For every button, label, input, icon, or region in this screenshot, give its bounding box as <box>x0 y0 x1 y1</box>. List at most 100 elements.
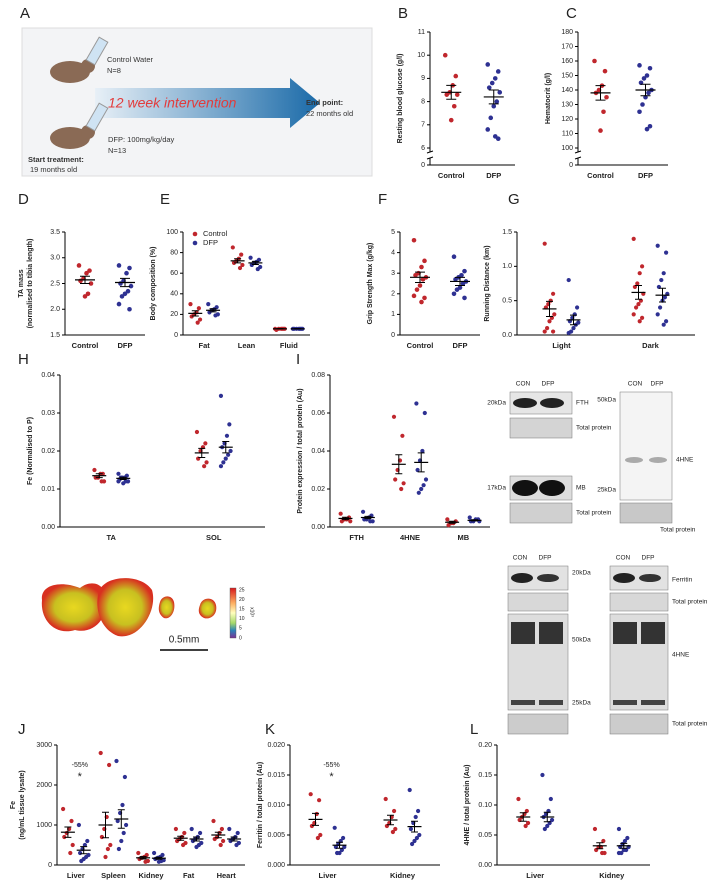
blot-label: 50kDa <box>597 397 616 404</box>
data-point <box>227 826 232 832</box>
y-tick-label: 2000 <box>36 782 52 789</box>
data-point <box>348 519 353 524</box>
panel-label: E <box>160 191 170 208</box>
data-point <box>414 401 419 406</box>
error-bar <box>209 308 217 313</box>
band <box>639 574 661 582</box>
diagram: A Control Water N=8 12 week intervention… <box>20 5 373 177</box>
blot-label: Total protein <box>672 721 708 728</box>
data-point <box>116 479 121 484</box>
blot-box <box>507 713 569 735</box>
data-point <box>635 281 640 286</box>
lane-label: CON <box>513 555 528 562</box>
diagram-text: N=13 <box>108 146 126 155</box>
y-axis-label: Hematocrit (g/l) <box>545 73 552 124</box>
x-tick-label: DFP <box>453 341 468 350</box>
data-point <box>383 796 388 802</box>
band <box>539 480 565 496</box>
legend-label: DFP <box>203 238 218 247</box>
annotation: * <box>329 771 334 783</box>
data-point <box>237 265 243 271</box>
error-bar <box>177 835 185 841</box>
data-point <box>661 271 666 276</box>
y-axis-label: Grip Strength Max (g/kg) <box>367 243 374 325</box>
data-point <box>647 123 653 129</box>
tissue-section <box>198 598 217 619</box>
data-point <box>616 826 622 832</box>
error-bar <box>336 841 343 849</box>
band <box>613 573 635 583</box>
data-point <box>548 796 553 802</box>
data-point <box>485 62 491 67</box>
x-tick-label: Heart <box>217 871 237 880</box>
data-point <box>448 117 454 123</box>
error-bar <box>155 856 163 860</box>
y-tick-label: 170 <box>561 43 573 50</box>
y-tick-label: 0 <box>174 332 178 339</box>
y-axis-label: Ferritin / total protein (Au) <box>257 762 264 848</box>
error-bar <box>635 285 642 300</box>
y-tick-label: 160 <box>561 58 573 65</box>
blot-box <box>509 417 573 439</box>
data-point <box>552 312 557 317</box>
error-bar <box>230 836 238 842</box>
data-point <box>575 305 580 310</box>
data-point <box>309 823 314 829</box>
colorbar-label: 15 <box>239 607 245 613</box>
y-tick-label: 40 <box>170 291 178 298</box>
y-tick-label: 0 <box>569 162 573 169</box>
x-tick-label: Control <box>407 341 434 350</box>
bottle <box>85 102 109 132</box>
data-point <box>542 329 547 334</box>
data-point <box>408 826 413 832</box>
band <box>537 574 559 582</box>
y-axis-label: 4HNE / total protein (Au) <box>464 765 471 846</box>
x-tick-label: Liver <box>526 871 544 880</box>
mouse <box>50 127 90 149</box>
data-point <box>416 808 421 814</box>
legend-marker <box>192 231 198 237</box>
data-point <box>489 80 495 86</box>
data-point <box>125 288 131 294</box>
data-point <box>488 115 494 121</box>
data-point <box>625 835 630 841</box>
data-point <box>460 281 466 286</box>
data-point <box>637 63 642 68</box>
data-point <box>226 452 231 457</box>
data-point <box>655 312 660 317</box>
error-bar <box>64 826 72 838</box>
data-point <box>415 467 420 473</box>
error-bar <box>543 811 551 823</box>
y-tick-label: 180 <box>561 29 573 36</box>
data-point <box>116 471 121 476</box>
lane-label: CON <box>616 555 631 562</box>
blot-label: 20kDa <box>487 400 506 407</box>
data-point <box>417 832 422 838</box>
axis-break <box>574 150 582 160</box>
scale-bar-label: 0.5mm <box>169 635 200 646</box>
error-bar <box>640 83 651 97</box>
data-point <box>69 818 74 824</box>
data-point <box>393 477 398 482</box>
x-tick-label: Liver <box>67 871 85 880</box>
data-point <box>255 266 260 272</box>
y-tick-label: 0.5 <box>502 298 512 305</box>
data-point <box>315 835 320 841</box>
data-point <box>151 850 157 856</box>
data-point <box>156 859 161 864</box>
x-tick-label: FTH <box>349 533 364 542</box>
annotation: -55% <box>72 762 88 769</box>
y-tick-label: 1000 <box>36 822 52 829</box>
data-point <box>197 830 203 836</box>
data-point <box>182 830 187 836</box>
y-axis-label: Fe (Normalised to P) <box>27 417 34 485</box>
data-point <box>419 299 424 305</box>
blot-label: Total protein <box>660 527 696 534</box>
data-point <box>662 295 668 300</box>
tissue-section <box>158 596 175 619</box>
data-point <box>444 92 450 97</box>
data-point <box>105 846 111 852</box>
arrow <box>95 78 320 128</box>
y-tick-label: 0.05 <box>478 832 492 839</box>
x-tick-label: Fat <box>183 871 195 880</box>
